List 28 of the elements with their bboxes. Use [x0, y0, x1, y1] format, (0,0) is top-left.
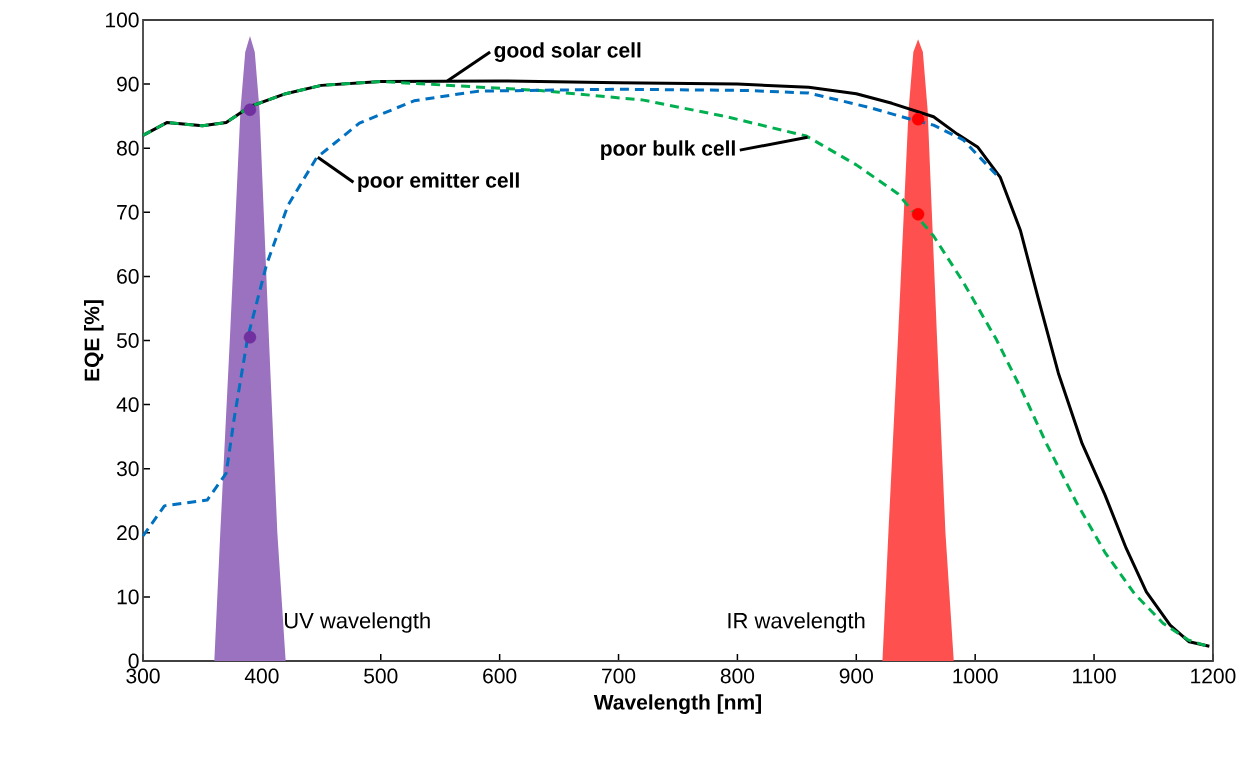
annotation: UV wavelength: [284, 612, 430, 633]
y-tick-label: 50: [116, 333, 139, 348]
x-tick-label: 1200: [1191, 668, 1236, 684]
x-tick-label: 500: [364, 668, 398, 684]
y-tick-label: 0: [128, 653, 139, 669]
x-tick-label: 1000: [953, 668, 998, 684]
x-tick-label: 400: [244, 668, 279, 684]
y-tick-label: 90: [117, 76, 139, 92]
x-tick-label: 1100: [1073, 668, 1116, 684]
annotation: IR wavelength: [728, 612, 865, 633]
x-tick-label: 900: [839, 668, 873, 684]
annotation: poor bulk cell: [601, 140, 735, 160]
y-tick-label: 80: [117, 140, 139, 156]
annotation: poor emitter cell: [358, 172, 519, 192]
x-tick-label: 800: [720, 668, 755, 684]
y-tick-label: 30: [116, 461, 139, 477]
y-tick-label: 10: [117, 589, 139, 605]
y-tick-label: 100: [106, 12, 139, 28]
x-tick-label: 700: [602, 668, 636, 684]
y-tick-label: 60: [117, 268, 139, 284]
y-axis-title: EQE [%]: [84, 300, 104, 381]
x-tick-label: 600: [483, 668, 517, 684]
y-tick-label: 40: [116, 397, 139, 413]
x-axis-title: Wavelength [nm]: [593, 694, 761, 714]
y-tick-label: 20: [117, 525, 139, 541]
y-tick-label: 70: [117, 204, 139, 220]
annotation: good solar cell: [494, 42, 641, 62]
x-tick-label: 300: [126, 668, 160, 684]
